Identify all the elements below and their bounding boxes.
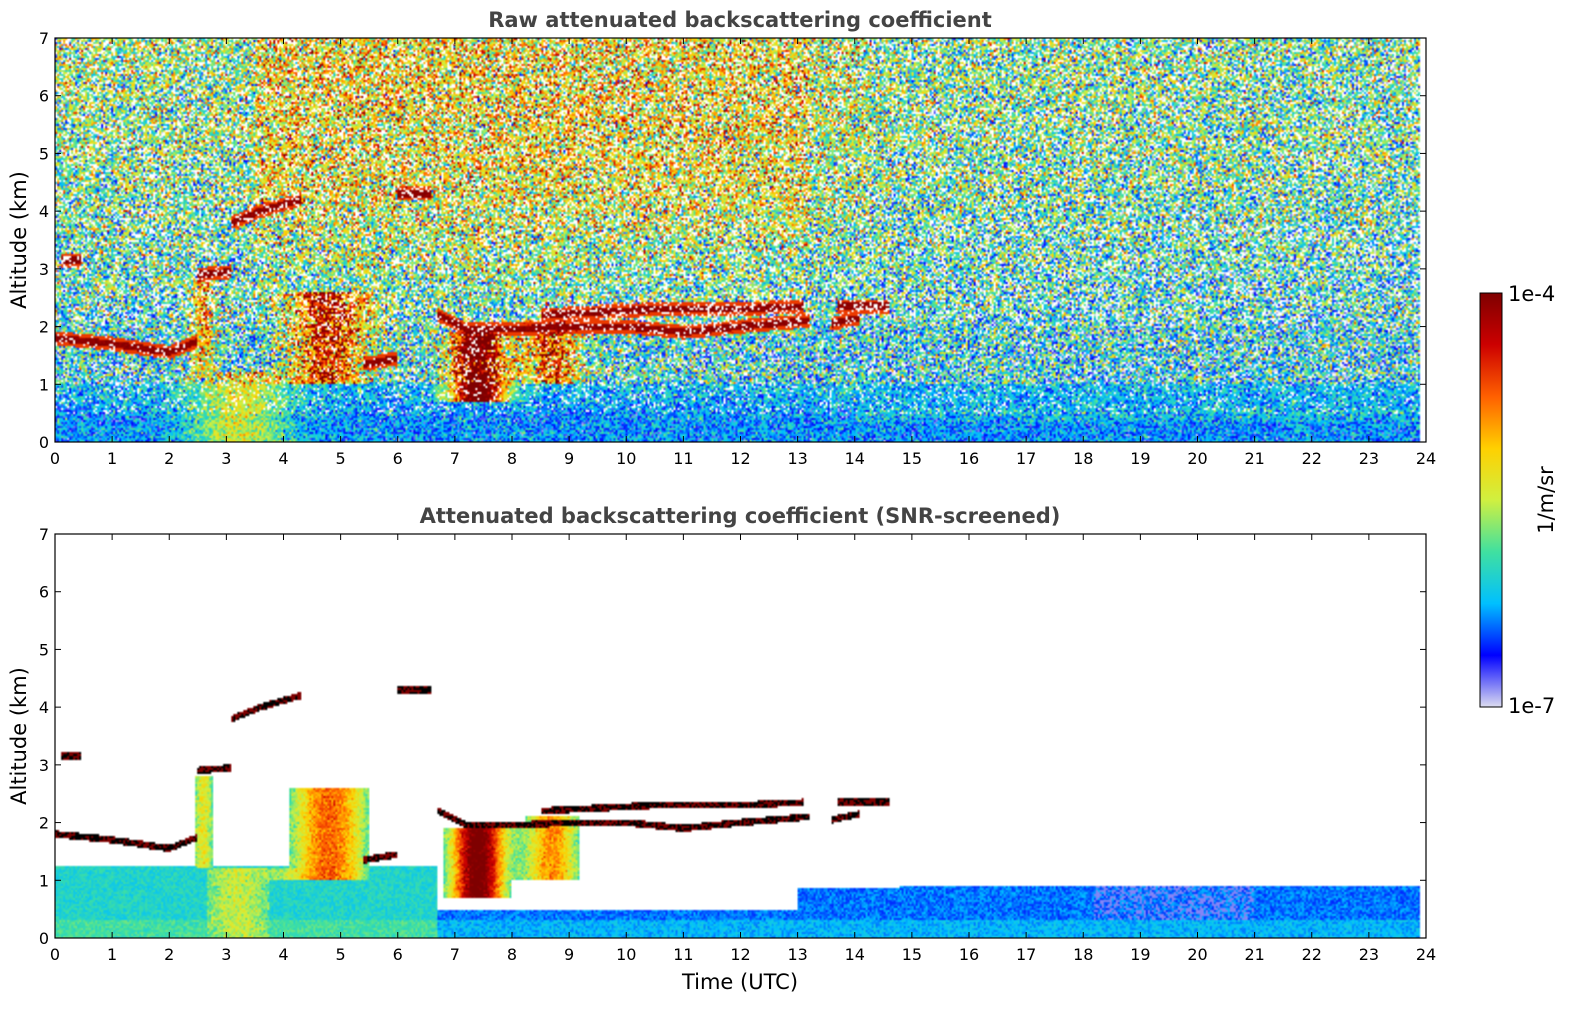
raw-y-axis-label: Altitude (km) xyxy=(7,171,31,309)
x-tick-label: 24 xyxy=(1416,945,1436,964)
x-tick-label: 19 xyxy=(1130,945,1150,964)
x-tick-label: 8 xyxy=(507,449,517,468)
x-tick-label: 12 xyxy=(730,449,750,468)
x-tick-label: 23 xyxy=(1359,449,1379,468)
raw-y-axis: 0 1 2 3 4 5 6 7 xyxy=(39,29,1426,452)
x-tick-label: 8 xyxy=(507,945,517,964)
y-tick-label: 2 xyxy=(39,814,49,833)
x-tick-label: 11 xyxy=(673,945,693,964)
screened-heatmap-image xyxy=(55,534,1426,938)
x-tick-label: 9 xyxy=(564,945,574,964)
x-tick-label: 0 xyxy=(50,945,60,964)
y-tick-label: 1 xyxy=(39,375,49,394)
x-tick-label: 5 xyxy=(336,945,346,964)
x-tick-label: 5 xyxy=(336,449,346,468)
x-tick-label: 13 xyxy=(787,449,807,468)
y-tick-label: 4 xyxy=(39,202,49,221)
y-tick-label: 3 xyxy=(39,756,49,775)
colorbar: 1e-4 1e-7 1/m/sr xyxy=(1479,282,1558,718)
y-tick-label: 2 xyxy=(39,318,49,337)
raw-panel-title: Raw attenuated backscattering coefficien… xyxy=(488,8,992,32)
y-tick-label: 5 xyxy=(39,144,49,163)
x-tick-label: 9 xyxy=(564,449,574,468)
x-tick-label: 23 xyxy=(1359,945,1379,964)
raw-heatmap-image xyxy=(55,38,1426,442)
y-tick-label: 7 xyxy=(39,525,49,544)
x-tick-label: 20 xyxy=(1187,945,1207,964)
colorbar-min-label: 1e-7 xyxy=(1508,694,1555,718)
x-tick-label: 11 xyxy=(673,449,693,468)
screened-x-axis: 0 1 2 3 4 5 6 7 8 9 10 11 12 13 14 15 16 17 18 19 20 21 22 23 24 xyxy=(50,534,1436,964)
x-tick-label: 7 xyxy=(450,449,460,468)
x-tick-label: 6 xyxy=(393,449,403,468)
raw-x-axis: 0 1 2 3 4 5 6 7 8 9 10 11 12 13 14 15 16 17 18 19 20 21 22 23 24 xyxy=(50,38,1436,468)
x-tick-label: 10 xyxy=(616,449,636,468)
y-tick-label: 4 xyxy=(39,698,49,717)
snr-screened-panel: Attenuated backscattering coefficient (S… xyxy=(7,504,1436,994)
x-tick-label: 14 xyxy=(845,449,865,468)
x-tick-label: 15 xyxy=(902,449,922,468)
x-tick-label: 2 xyxy=(164,449,174,468)
screened-y-axis: 0 1 2 3 4 5 6 7 xyxy=(39,525,1426,948)
x-tick-label: 10 xyxy=(616,945,636,964)
raw-backscatter-panel: Raw attenuated backscattering coefficien… xyxy=(7,8,1436,468)
x-tick-label: 1 xyxy=(107,449,117,468)
x-tick-label: 12 xyxy=(730,945,750,964)
x-tick-label: 3 xyxy=(221,449,231,468)
x-tick-label: 21 xyxy=(1244,945,1264,964)
y-tick-label: 6 xyxy=(39,87,49,106)
colorbar-max-label: 1e-4 xyxy=(1508,282,1555,306)
x-tick-label: 19 xyxy=(1130,449,1150,468)
x-tick-label: 3 xyxy=(221,945,231,964)
x-axis-label: Time (UTC) xyxy=(681,970,798,994)
x-tick-label: 22 xyxy=(1302,449,1322,468)
y-tick-label: 5 xyxy=(39,640,49,659)
screened-y-axis-label: Altitude (km) xyxy=(7,667,31,805)
x-tick-label: 13 xyxy=(787,945,807,964)
x-tick-label: 2 xyxy=(164,945,174,964)
x-tick-label: 24 xyxy=(1416,449,1436,468)
x-tick-label: 22 xyxy=(1302,945,1322,964)
x-tick-label: 16 xyxy=(959,945,979,964)
x-tick-label: 16 xyxy=(959,449,979,468)
x-tick-label: 1 xyxy=(107,945,117,964)
x-tick-label: 21 xyxy=(1244,449,1264,468)
x-tick-label: 14 xyxy=(845,945,865,964)
y-tick-label: 0 xyxy=(39,433,49,452)
x-tick-label: 15 xyxy=(902,945,922,964)
x-tick-label: 0 xyxy=(50,449,60,468)
x-tick-label: 7 xyxy=(450,945,460,964)
colorbar-unit-label: 1/m/sr xyxy=(1534,466,1558,534)
x-tick-label: 17 xyxy=(1016,449,1036,468)
y-tick-label: 0 xyxy=(39,929,49,948)
x-tick-label: 17 xyxy=(1016,945,1036,964)
x-tick-label: 4 xyxy=(278,449,288,468)
y-tick-label: 3 xyxy=(39,260,49,279)
colorbar-gradient xyxy=(1479,292,1503,708)
x-tick-label: 18 xyxy=(1073,449,1093,468)
x-tick-label: 18 xyxy=(1073,945,1093,964)
x-tick-label: 4 xyxy=(278,945,288,964)
y-tick-label: 1 xyxy=(39,871,49,890)
y-tick-label: 7 xyxy=(39,29,49,48)
y-tick-label: 6 xyxy=(39,583,49,602)
x-tick-label: 6 xyxy=(393,945,403,964)
x-tick-label: 20 xyxy=(1187,449,1207,468)
screened-panel-title: Attenuated backscattering coefficient (S… xyxy=(420,504,1061,528)
